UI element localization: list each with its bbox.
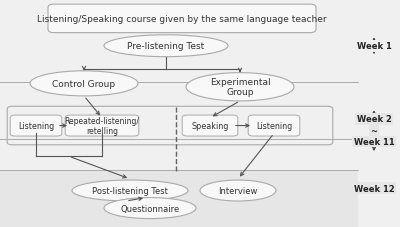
Text: Listening/Speaking course given by the same language teacher: Listening/Speaking course given by the s…: [37, 15, 327, 24]
Text: Interview: Interview: [218, 186, 258, 195]
FancyBboxPatch shape: [65, 116, 139, 136]
Ellipse shape: [104, 198, 196, 219]
FancyBboxPatch shape: [248, 116, 300, 136]
FancyBboxPatch shape: [48, 5, 316, 33]
Text: Listening: Listening: [256, 121, 292, 131]
Text: Experimental
Group: Experimental Group: [210, 78, 270, 97]
Text: Questionnaire: Questionnaire: [120, 204, 180, 213]
Text: Control Group: Control Group: [52, 79, 116, 89]
Text: Post-listening Test: Post-listening Test: [92, 186, 168, 195]
Ellipse shape: [30, 72, 138, 96]
Ellipse shape: [200, 180, 276, 201]
Text: Week 1: Week 1: [356, 42, 392, 51]
Text: Speaking: Speaking: [191, 121, 229, 131]
Text: ~: ~: [370, 126, 378, 135]
FancyBboxPatch shape: [182, 116, 238, 136]
FancyBboxPatch shape: [10, 116, 62, 136]
Text: Pre-listening Test: Pre-listening Test: [127, 42, 205, 51]
FancyBboxPatch shape: [0, 170, 358, 227]
Text: Week 12: Week 12: [354, 184, 394, 193]
Ellipse shape: [104, 36, 228, 57]
FancyBboxPatch shape: [0, 83, 358, 140]
Ellipse shape: [72, 180, 188, 201]
Text: Week 11: Week 11: [354, 137, 394, 146]
FancyBboxPatch shape: [0, 0, 358, 83]
FancyBboxPatch shape: [0, 83, 358, 140]
Ellipse shape: [186, 73, 294, 101]
Text: Listening: Listening: [18, 121, 54, 131]
Text: Repeated-listening/
retelling: Repeated-listening/ retelling: [64, 116, 140, 136]
Text: Week 2: Week 2: [356, 115, 392, 124]
